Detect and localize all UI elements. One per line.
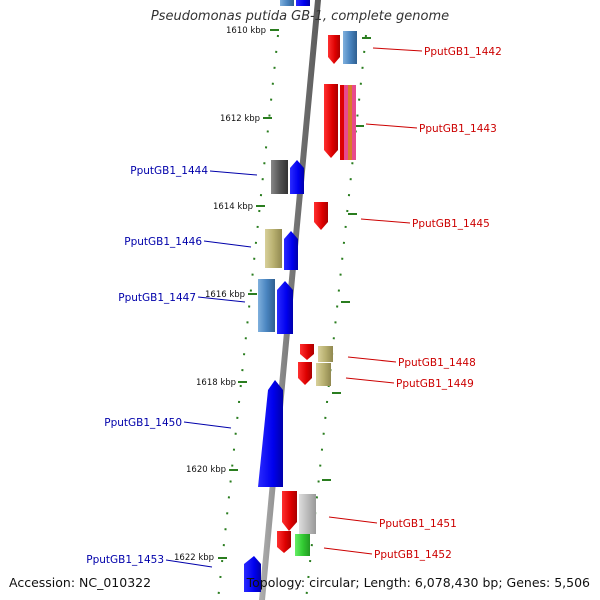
gene-label-1450[interactable]: PputGB1_1450 (104, 417, 182, 429)
gene-arrow-1443b[interactable] (340, 85, 344, 160)
tick-1618: 1618 kbp (196, 378, 247, 388)
tick-label: 1622 kbp (174, 553, 214, 563)
gene-arrow-1442b[interactable] (343, 31, 357, 64)
gene-label-1444[interactable]: PputGB1_1444 (130, 165, 208, 177)
gene-arrow-1444a[interactable] (271, 160, 288, 194)
gene-label-1452[interactable]: PputGB1_1452 (374, 549, 452, 561)
gene-label-1447[interactable]: PputGB1_1447 (118, 292, 196, 304)
gene-arrow-1443d[interactable] (348, 85, 352, 160)
kbp-ticks: 1610 kbp 1612 kbp 1614 kbp 1616 kbp 1618… (174, 26, 371, 563)
tick-label: 1612 kbp (220, 114, 260, 124)
gene-arrow-1449a[interactable] (298, 362, 312, 385)
gene-arrow-1446b[interactable] (284, 231, 298, 270)
tick-1612: 1612 kbp (220, 114, 272, 124)
gene-arrow-1450[interactable] (258, 380, 283, 487)
gene-arrow-1444b[interactable] (290, 160, 304, 194)
gene-label-1446[interactable]: PputGB1_1446 (124, 236, 202, 248)
gene-arrow-1452a[interactable] (277, 531, 291, 553)
gene-labels: PputGB1_1442 PputGB1_1443 PputGB1_1444 P… (86, 46, 502, 566)
tick-1620: 1620 kbp (186, 465, 238, 475)
gene-arrow-1446a[interactable] (265, 229, 282, 268)
gene-label-1451[interactable]: PputGB1_1451 (379, 518, 457, 530)
accession-text: Accession: NC_010322 (9, 575, 152, 590)
gene-arrow-1448b[interactable] (318, 346, 333, 362)
gene-label-1448[interactable]: PputGB1_1448 (398, 357, 476, 369)
gene-arrow-1451a[interactable] (282, 491, 297, 531)
gene-arrow-partial[interactable] (296, 0, 310, 6)
gene-arrow-1442a[interactable] (328, 35, 340, 64)
map-title: Pseudomonas putida GB-1, complete genome (150, 9, 450, 24)
gene-arrow-1443c[interactable] (344, 85, 348, 160)
genome-summary-text: Topology: circular; Length: 6,078,430 bp… (246, 575, 590, 590)
gene-arrow-1453[interactable] (244, 556, 261, 592)
tick-1622: 1622 kbp (174, 553, 227, 563)
gene-arrow-1443e[interactable] (352, 85, 356, 160)
gene-label-1453[interactable]: PputGB1_1453 (86, 554, 164, 566)
gene-label-1445[interactable]: PputGB1_1445 (412, 218, 490, 230)
tick-1610: 1610 kbp (226, 26, 279, 36)
gene-arrow-1449b[interactable] (316, 363, 331, 386)
gene-arrow-1452b[interactable] (295, 534, 310, 556)
tick-1614: 1614 kbp (213, 202, 265, 212)
gene-label-1442[interactable]: PputGB1_1442 (424, 46, 502, 58)
gene-features (244, 0, 357, 592)
gene-arrow-1448a[interactable] (300, 344, 314, 360)
tick-label: 1614 kbp (213, 202, 253, 212)
gene-label-1449[interactable]: PputGB1_1449 (396, 378, 474, 390)
tick-label: 1618 kbp (196, 378, 236, 388)
gene-arrow-1451b[interactable] (299, 494, 316, 534)
tick-label: 1620 kbp (186, 465, 226, 475)
gene-arrow-1443a[interactable] (324, 84, 338, 158)
gene-arrow-1445[interactable] (314, 202, 328, 230)
gene-arrow-1447a[interactable] (258, 279, 275, 332)
gene-label-1443[interactable]: PputGB1_1443 (419, 123, 497, 135)
gene-arrow-partial[interactable] (280, 0, 294, 6)
gene-arrow-1447b[interactable] (277, 281, 293, 334)
tick-label: 1610 kbp (226, 26, 266, 36)
tick-1616: 1616 kbp (205, 290, 257, 300)
tick-label: 1616 kbp (205, 290, 245, 300)
label-leaders (165, 47, 423, 568)
